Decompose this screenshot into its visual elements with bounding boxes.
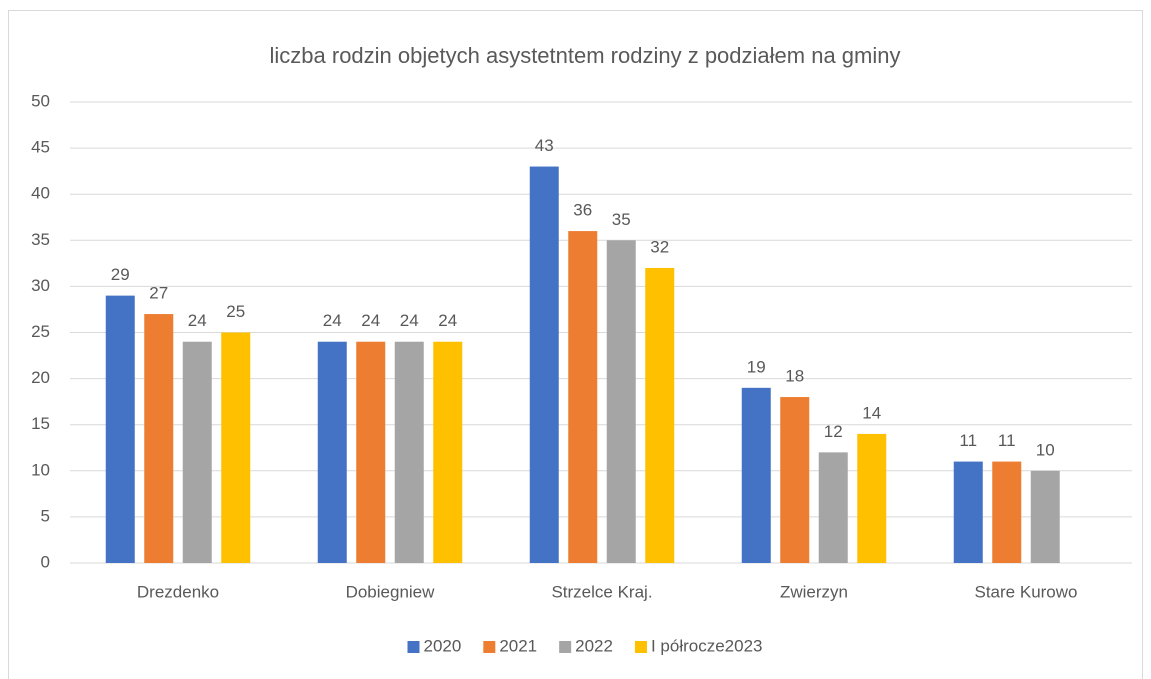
value-label: 24: [323, 311, 342, 330]
legend-swatch: [407, 641, 420, 653]
bar: [182, 341, 212, 563]
value-label: 27: [149, 284, 168, 303]
bar: [953, 461, 983, 563]
bar: [529, 166, 559, 564]
bar: [992, 461, 1022, 563]
value-label: 24: [438, 311, 457, 330]
bar: [741, 387, 771, 563]
bar: [780, 397, 810, 563]
legend-swatch: [634, 641, 647, 653]
value-label: 43: [535, 136, 554, 155]
legend-label: 2020: [423, 636, 461, 655]
x-tick-label: Strzelce Kraj.: [551, 582, 652, 601]
value-label: 12: [824, 422, 843, 441]
bar: [818, 452, 848, 563]
y-tick-label: 10: [31, 460, 50, 479]
value-label: 32: [650, 237, 669, 256]
legend-swatch: [559, 641, 572, 653]
bar: [356, 341, 386, 563]
value-label: 24: [188, 311, 207, 330]
bar: [433, 341, 463, 563]
value-label: 24: [361, 311, 380, 330]
bar: [221, 332, 251, 563]
value-label: 25: [226, 302, 245, 321]
legend-label: 2021: [499, 636, 537, 655]
bar: [144, 314, 174, 563]
y-tick-label: 45: [31, 138, 50, 157]
y-tick-label: 50: [31, 91, 50, 110]
y-tick-label: 5: [41, 506, 50, 525]
bar: [1030, 470, 1060, 563]
y-tick-label: 30: [31, 276, 50, 295]
chart-title: liczba rodzin objetych asystetntem rodzi…: [270, 43, 901, 68]
value-label: 14: [862, 403, 881, 422]
bar: [317, 341, 347, 563]
bar: [105, 295, 135, 563]
legend-label: 2022: [575, 636, 613, 655]
legend-swatch: [483, 641, 496, 653]
bar: [645, 267, 675, 563]
y-tick-label: 15: [31, 414, 50, 433]
y-tick-label: 20: [31, 368, 50, 387]
y-tick-label: 35: [31, 230, 50, 249]
bar: [394, 341, 424, 563]
y-tick-label: 25: [31, 322, 50, 341]
value-label: 35: [612, 210, 631, 229]
value-label: 18: [785, 367, 804, 386]
y-tick-label: 40: [31, 184, 50, 203]
value-label: 29: [111, 265, 130, 284]
bar: [857, 433, 887, 563]
x-tick-label: Drezdenko: [137, 582, 219, 601]
value-label: 24: [400, 311, 419, 330]
value-label: 11: [998, 431, 1016, 450]
x-tick-label: Dobiegniew: [346, 582, 436, 601]
bar: [606, 240, 636, 564]
x-tick-label: Stare Kurowo: [975, 582, 1078, 601]
value-label: 10: [1036, 440, 1055, 459]
value-label: 36: [573, 201, 592, 220]
legend-label: I półrocze2023: [651, 636, 763, 655]
value-label: 19: [747, 357, 766, 376]
x-tick-label: Zwierzyn: [780, 582, 848, 601]
bar: [568, 231, 598, 563]
value-label: 11: [959, 431, 977, 450]
y-tick-label: 0: [41, 552, 50, 571]
